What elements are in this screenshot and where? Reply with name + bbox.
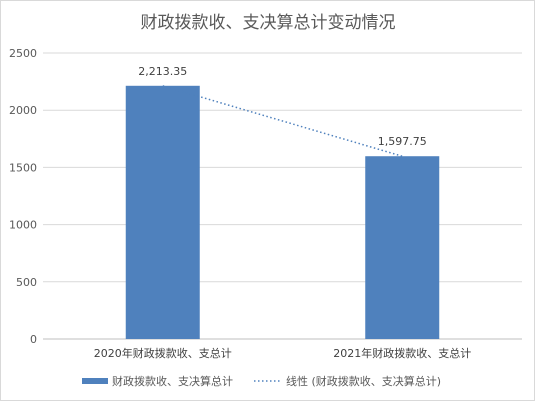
y-tick-label: 0	[30, 333, 37, 346]
bar	[365, 156, 440, 339]
x-axis-labels: 2020年财政拨款收、支总计 2021年财政拨款收、支总计	[94, 346, 472, 360]
data-labels-layer: 2,213.35 1,597.75	[138, 65, 426, 148]
bars-layer	[125, 85, 440, 340]
grid-lines	[43, 52, 522, 340]
legend-label-trendline: 线性 (财政拨款收、支决算总计)	[286, 374, 441, 388]
trendline-layer	[162, 85, 403, 157]
legend-swatch-bars	[82, 378, 108, 384]
y-axis-ticks: 0 500 1000 1500 2000 2500	[9, 47, 37, 346]
legend: 财政拨款收、支决算总计 线性 (财政拨款收、支决算总计)	[82, 374, 441, 388]
y-tick-label: 2500	[9, 47, 37, 60]
trendline	[162, 85, 403, 157]
chart-title: 财政拨款收、支决算总计变动情况	[141, 13, 396, 33]
y-tick-label: 2000	[9, 104, 37, 117]
y-tick-label: 500	[16, 276, 37, 289]
y-tick-label: 1500	[9, 161, 37, 174]
x-tick-label: 2020年财政拨款收、支总计	[94, 346, 232, 360]
y-tick-label: 1000	[9, 219, 37, 232]
x-tick-label: 2021年财政拨款收、支总计	[333, 346, 471, 360]
legend-label-bars: 财政拨款收、支决算总计	[112, 374, 233, 388]
data-label: 2,213.35	[138, 65, 187, 78]
bar	[125, 85, 200, 340]
data-label: 1,597.75	[378, 135, 427, 148]
